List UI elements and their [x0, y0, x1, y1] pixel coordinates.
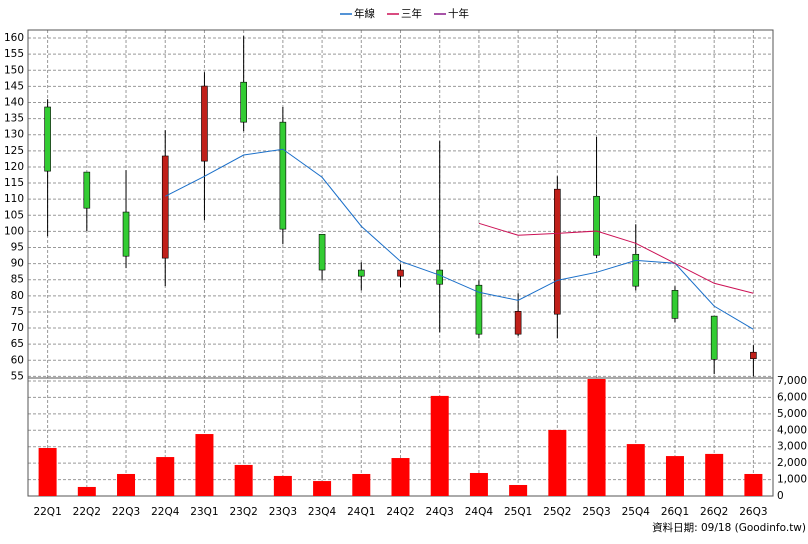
y-tick-label: 85	[11, 274, 24, 286]
x-tick-label: 22Q3	[112, 506, 140, 518]
x-tick-label: 25Q4	[622, 506, 651, 518]
volume-bar	[665, 456, 684, 496]
candle-body	[671, 290, 679, 319]
x-tick-label: 23Q4	[308, 506, 337, 518]
legend-label: 年線	[354, 7, 375, 20]
candle-body	[240, 81, 247, 123]
candle-body	[122, 211, 130, 257]
volume-bar	[195, 434, 214, 496]
y-tick-label: 120	[4, 161, 24, 173]
volume-bar	[626, 444, 645, 496]
candle-body	[436, 269, 444, 285]
x-tick-label: 25Q3	[582, 506, 610, 518]
candle-body	[201, 85, 208, 162]
candle-body	[514, 310, 522, 335]
ma-line	[478, 222, 754, 294]
volume-bar	[156, 457, 175, 496]
candle-body	[83, 171, 91, 209]
y-tick-label: 140	[4, 97, 24, 109]
x-tick-label: 24Q3	[426, 506, 454, 518]
volume-bar	[548, 429, 567, 496]
candle-body	[710, 315, 718, 360]
volume-bar	[391, 458, 410, 496]
x-tick-label: 26Q2	[700, 506, 728, 518]
y2-tick-label: 6,000	[777, 391, 807, 403]
candle-body	[44, 106, 51, 172]
x-tick-label: 26Q3	[739, 506, 767, 518]
volume-bar	[509, 484, 528, 496]
y2-tick-label: 3,000	[777, 441, 807, 453]
candle-body	[318, 233, 326, 271]
volume-bar	[469, 472, 488, 496]
y-tick-label: 150	[4, 64, 24, 76]
y-tick-label: 75	[11, 306, 24, 318]
source-note: 資料日期: 09/18 (Goodinfo.tw)	[652, 521, 806, 534]
candle-body	[397, 269, 404, 277]
legend-label: 十年	[448, 7, 469, 20]
y-tick-label: 55	[11, 370, 24, 382]
volume-bar	[38, 448, 57, 496]
x-tick-label: 24Q2	[386, 506, 414, 518]
candle-body	[554, 188, 561, 315]
y-tick-label: 110	[4, 193, 24, 205]
y2-tick-label: 7,000	[777, 375, 807, 387]
y-tick-label: 100	[4, 225, 24, 237]
volume-bar	[273, 475, 292, 496]
y-tick-label: 115	[4, 177, 24, 189]
x-tick-label: 22Q1	[33, 506, 61, 518]
volume-bar	[744, 473, 763, 496]
y2-tick-label: 1,000	[777, 474, 807, 486]
candle-body	[161, 155, 169, 259]
y-tick-label: 95	[11, 242, 24, 254]
y2-tick-label: 2,000	[777, 457, 807, 469]
y-tick-label: 105	[4, 209, 24, 221]
volume-bar	[352, 473, 371, 496]
candle-body	[357, 269, 365, 277]
candle-body	[279, 121, 287, 230]
y-tick-label: 65	[11, 338, 24, 350]
y2-tick-label: 0	[777, 490, 784, 502]
volume-bar	[117, 473, 136, 496]
y-tick-label: 145	[4, 80, 24, 92]
x-tick-label: 22Q4	[151, 506, 180, 518]
legend-label: 三年	[401, 7, 422, 20]
y-tick-label: 160	[4, 32, 24, 44]
x-tick-label: 25Q1	[504, 506, 532, 518]
candle-body	[750, 351, 757, 359]
candle-body	[593, 195, 600, 256]
volume-bar	[587, 378, 606, 496]
volume-bar	[234, 464, 253, 496]
y-tick-label: 155	[4, 48, 24, 60]
candle-body	[632, 253, 640, 287]
y-tick-label: 125	[4, 145, 24, 157]
y-tick-label: 135	[4, 113, 24, 125]
y-tick-label: 60	[11, 354, 24, 366]
y-tick-label: 130	[4, 129, 24, 141]
volume-bar	[77, 486, 96, 496]
x-tick-label: 23Q1	[190, 506, 218, 518]
candle-body	[475, 284, 483, 335]
x-tick-label: 24Q4	[465, 506, 494, 518]
y2-tick-label: 4,000	[777, 424, 807, 436]
x-tick-label: 24Q1	[347, 506, 375, 518]
y-tick-label: 90	[11, 258, 24, 270]
x-tick-label: 23Q2	[230, 506, 258, 518]
volume-bar	[705, 453, 724, 496]
x-tick-label: 22Q2	[73, 506, 101, 518]
volume-bar	[313, 481, 332, 496]
y-tick-label: 70	[11, 322, 24, 334]
y2-tick-label: 5,000	[777, 408, 807, 420]
x-tick-label: 23Q3	[269, 506, 297, 518]
volume-bar	[430, 395, 449, 496]
x-tick-label: 25Q2	[543, 506, 571, 518]
y-tick-label: 80	[11, 290, 24, 302]
ma-line	[165, 148, 754, 330]
x-tick-label: 26Q1	[661, 506, 689, 518]
